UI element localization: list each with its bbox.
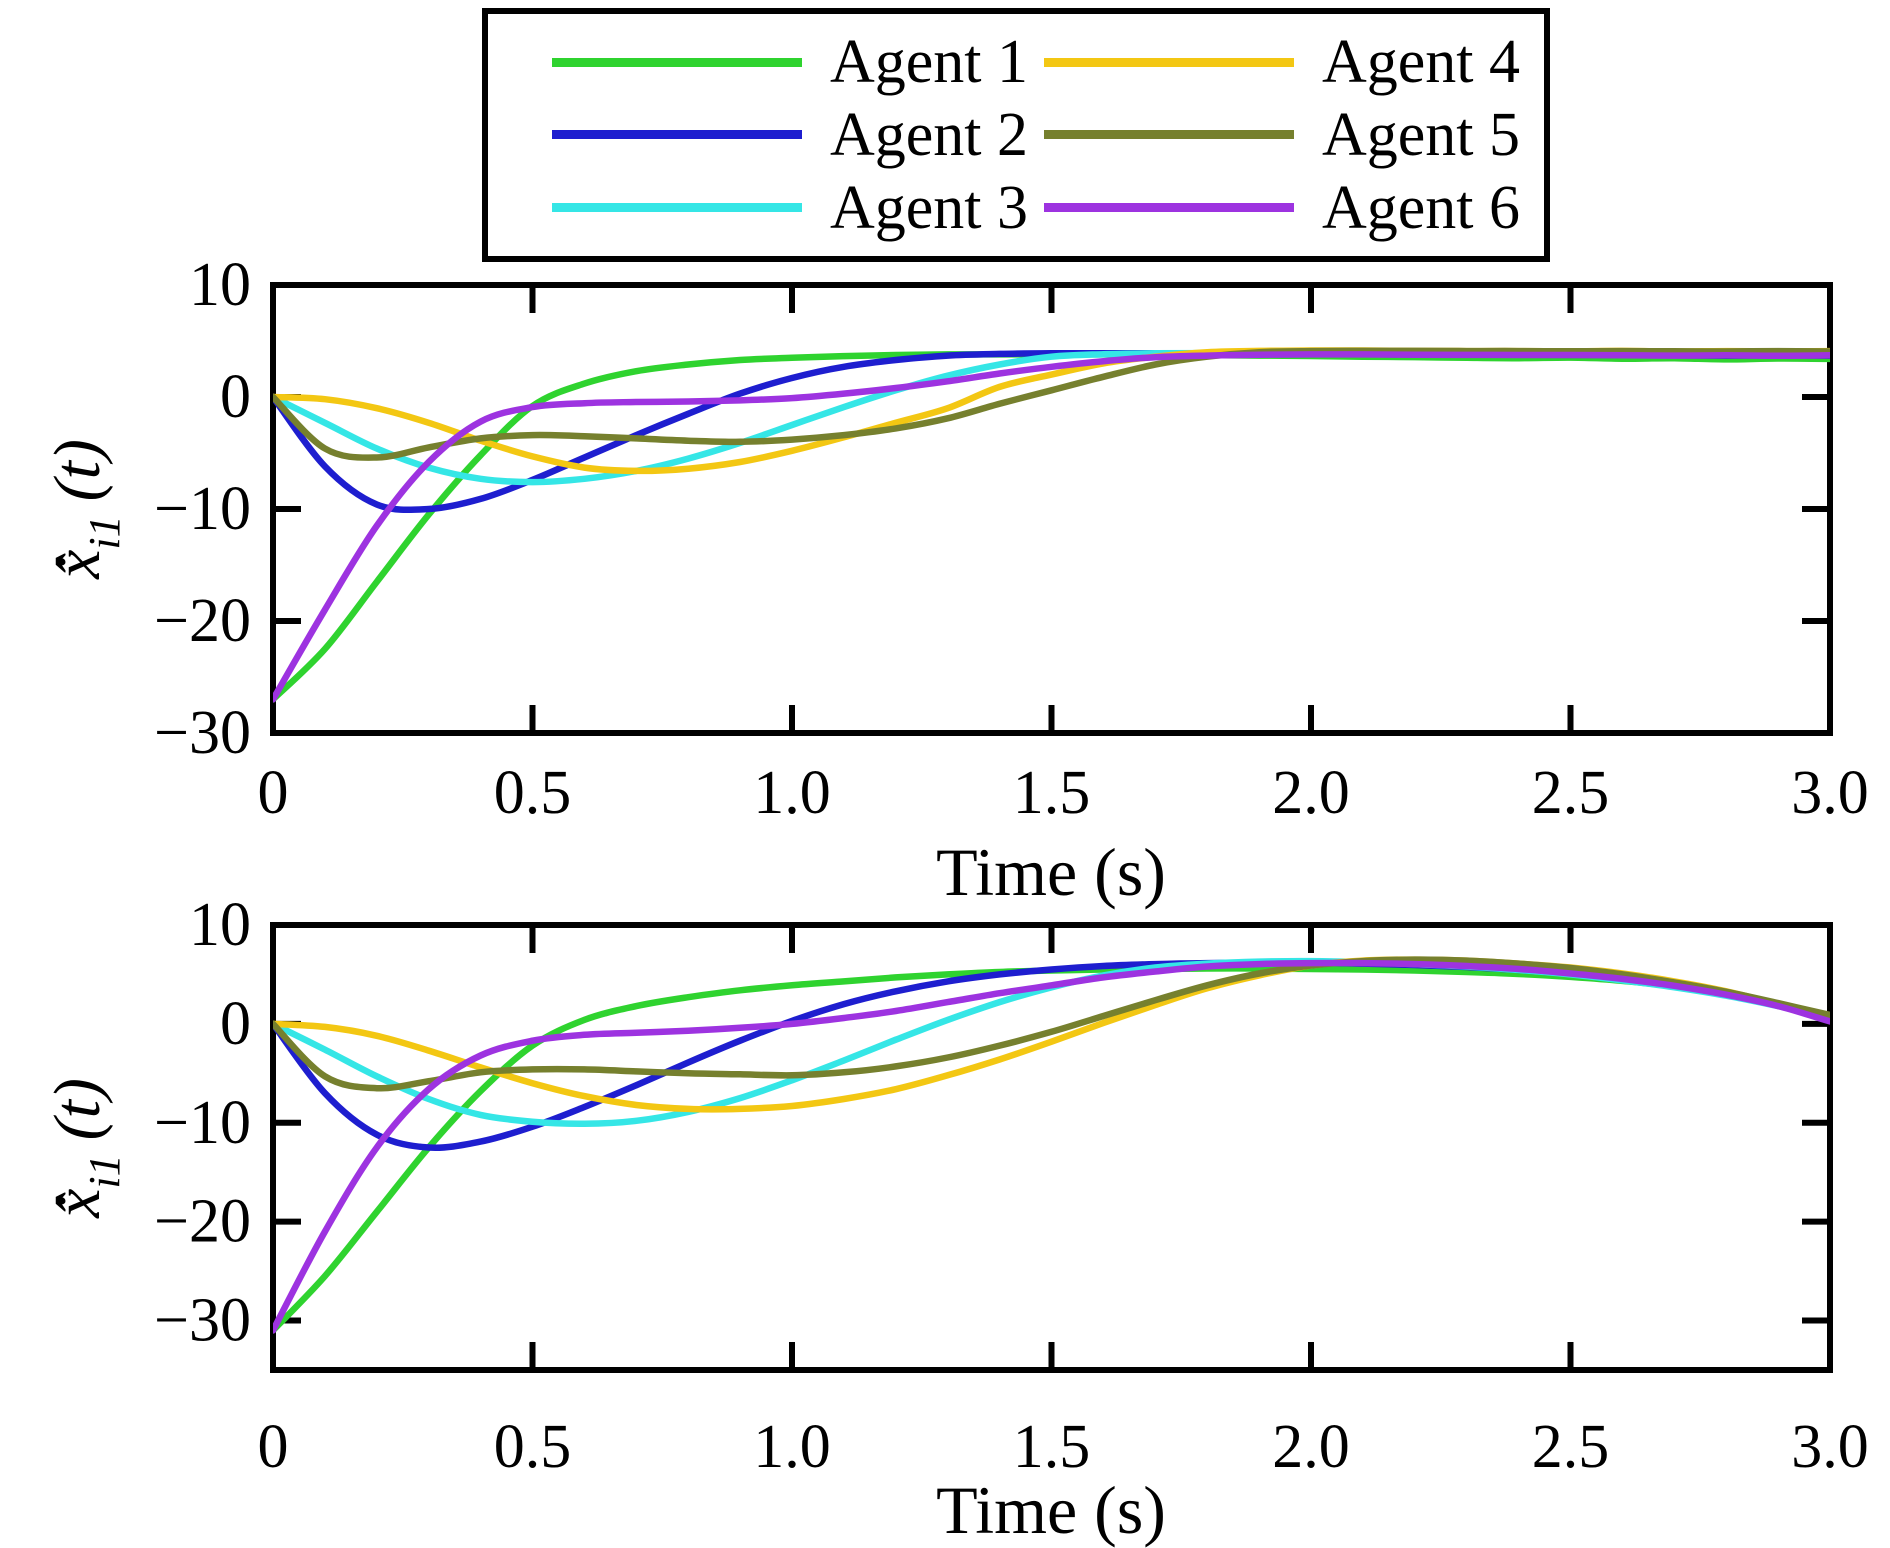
y-axis-label-subscript: i1: [80, 1154, 129, 1189]
x-tick-label: 1.0: [753, 759, 831, 827]
legend-label: Agent 3: [830, 173, 1029, 242]
y-axis-label-subscript: i1: [80, 515, 129, 550]
y-axis-label-symbol: x̂̇: [41, 1188, 114, 1218]
legend-item-agent-3: Agent 3: [552, 171, 1036, 244]
y-tick-label: 10: [189, 891, 251, 959]
legend-item-agent-1: Agent 1: [552, 26, 1036, 99]
x-tick-label: 0.5: [494, 1413, 572, 1481]
legend-swatch-line: [552, 203, 802, 213]
plot-curves: [273, 956, 1830, 1334]
y-tick-label: 0: [220, 990, 251, 1058]
y-axis-label-symbol: x̂̇: [41, 549, 114, 579]
x-tick-label: 1.0: [753, 1413, 831, 1481]
legend-swatch-line: [552, 57, 802, 67]
y-tick-label: −30: [154, 1287, 251, 1355]
x-tick-label: 1.5: [1013, 1413, 1091, 1481]
x-axis-label-bottom: Time (s): [936, 1472, 1166, 1548]
legend-label: Agent 1: [830, 28, 1029, 97]
series-line-agent-1: [273, 351, 1830, 703]
legend-box: Agent 1 Agent 2 Agent 3 Agent 4 Agent 5 Agent…: [482, 8, 1550, 262]
x-tick-label: 1.5: [1013, 759, 1091, 827]
x-tick-label: 0: [258, 1413, 289, 1481]
legend-item-agent-5: Agent 5: [1044, 99, 1528, 172]
y-tick-label: −20: [154, 587, 251, 655]
x-tick-label: 0.5: [494, 759, 572, 827]
x-tick-label: 0: [258, 759, 289, 827]
x-tick-label: 2.0: [1272, 1413, 1350, 1481]
legend-swatch-line: [1044, 57, 1294, 67]
x-tick-label: 3.0: [1791, 759, 1869, 827]
x-tick-label: 2.5: [1532, 1413, 1610, 1481]
series-line-agent-5: [273, 956, 1830, 1092]
y-tick-label: −10: [154, 475, 251, 543]
legend-item-agent-2: Agent 2: [552, 99, 1036, 172]
y-tick-label: −30: [154, 699, 251, 767]
series-line-agent-5: [273, 347, 1830, 461]
legend-label: Agent 6: [1322, 173, 1521, 242]
x-axis-label-top: Time (s): [936, 834, 1166, 910]
legend-item-agent-6: Agent 6: [1044, 171, 1528, 244]
legend-swatch-line: [552, 130, 802, 140]
legend-label: Agent 2: [830, 100, 1029, 169]
series-line-agent-6: [273, 351, 1830, 703]
y-tick-label: 10: [189, 251, 251, 319]
y-axis-label-top: x̂̇i1 (t): [41, 439, 129, 579]
x-tick-label: 2.5: [1532, 759, 1610, 827]
y-tick-label: 0: [220, 363, 251, 431]
plot-curves: [273, 347, 1830, 703]
series-line-agent-1: [273, 965, 1830, 1334]
plot-frame: 0 0.5 1.0 1.5 2.0 2.5 3.0 10 0 −10 −20 −30: [154, 891, 1869, 1481]
x-tick-label: 3.0: [1791, 1413, 1869, 1481]
plot-frame: 0 0.5 1.0 1.5 2.0 2.5 3.0 10 0 −10 −20 −30: [154, 251, 1869, 827]
x-tick-label: 2.0: [1272, 759, 1350, 827]
series-line-agent-6: [273, 959, 1830, 1334]
y-tick-label: −20: [154, 1188, 251, 1256]
legend-swatch-line: [1044, 130, 1294, 140]
legend-item-agent-4: Agent 4: [1044, 26, 1528, 99]
legend-label: Agent 5: [1322, 100, 1521, 169]
legend-label: Agent 4: [1322, 28, 1521, 97]
legend-swatch-line: [1044, 203, 1294, 213]
y-tick-label: −10: [154, 1089, 251, 1157]
y-axis-label-suffix: (t): [41, 439, 114, 502]
y-axis-label-suffix: (t): [41, 1078, 114, 1141]
y-axis-label-bottom: x̂̇i1 (t): [41, 1078, 129, 1218]
